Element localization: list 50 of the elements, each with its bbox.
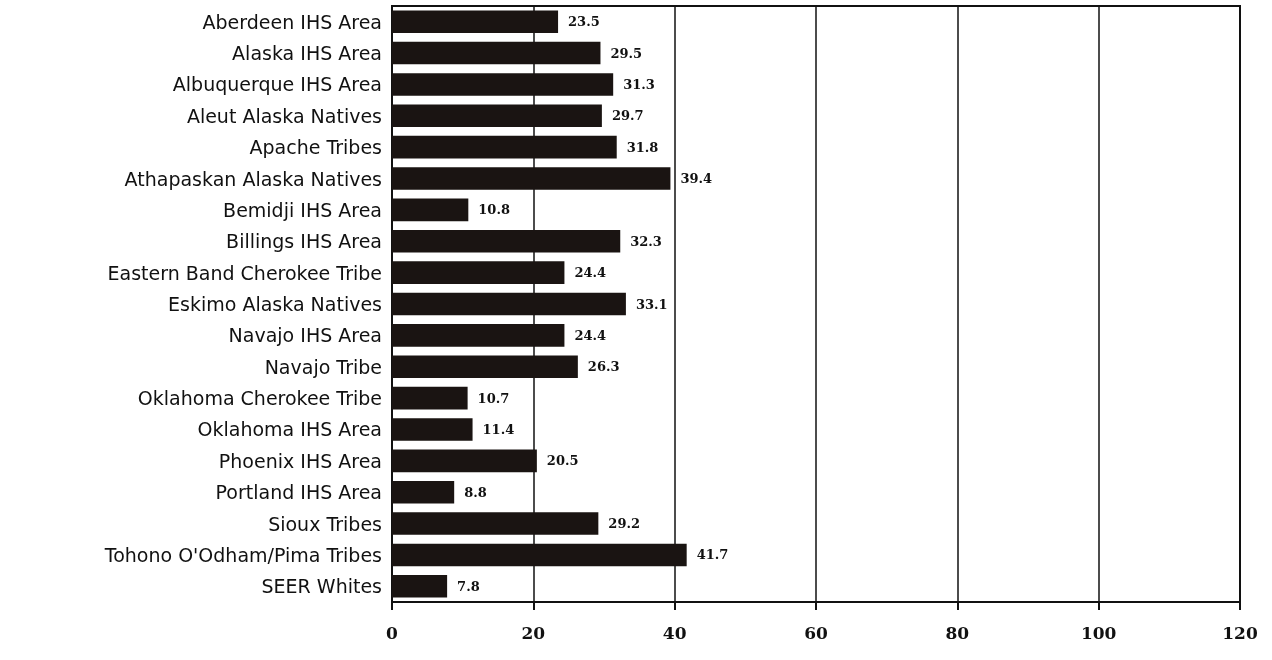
x-tick-label: 80 <box>945 622 970 643</box>
data-label: 29.5 <box>610 45 643 61</box>
data-label: 32.3 <box>630 233 662 249</box>
y-tick-label: Albuquerque IHS Area <box>172 73 382 96</box>
y-tick-label: Bemidji IHS Area <box>223 198 382 221</box>
y-tick-label: Tohono O'Odham/Pima Tribes <box>103 543 382 566</box>
data-label: 33.1 <box>635 296 668 312</box>
bar <box>392 386 468 410</box>
y-tick-label: Apache Tribes <box>249 136 382 159</box>
bar <box>392 575 448 598</box>
bar <box>392 480 455 504</box>
data-label: 41.7 <box>696 547 729 563</box>
data-label: 31.8 <box>626 139 659 155</box>
y-tick-label: Aleut Alaska Natives <box>186 104 382 127</box>
x-tick-label: 120 <box>1222 622 1258 643</box>
data-label: 23.5 <box>568 14 600 30</box>
x-tick-label: 20 <box>521 622 546 643</box>
y-tick-label: Navajo Tribe <box>264 355 382 378</box>
y-tick-label: SEER Whites <box>261 575 382 598</box>
x-tick-label: 0 <box>386 622 399 643</box>
data-label: 20.5 <box>546 453 579 469</box>
y-tick-label: Oklahoma Cherokee Tribe <box>137 387 382 410</box>
data-label: 31.3 <box>623 76 655 92</box>
data-label: 26.3 <box>587 359 620 375</box>
y-tick-label: Aberdeen IHS Area <box>202 10 382 33</box>
y-tick-label: Phoenix IHS Area <box>218 449 382 472</box>
x-tick-label: 60 <box>804 622 828 643</box>
data-label: 10.7 <box>477 390 510 406</box>
data-label: 11.4 <box>482 421 515 437</box>
y-tick-label: Portland IHS Area <box>215 481 382 504</box>
y-tick-label: Billings IHS Area <box>226 230 382 253</box>
data-label: 29.2 <box>608 516 641 532</box>
data-label: 24.4 <box>574 265 607 281</box>
y-tick-label: Eskimo Alaska Natives <box>168 293 382 315</box>
bar <box>392 198 469 222</box>
bar <box>392 418 473 441</box>
y-tick-label: Sioux Tribes <box>268 512 382 535</box>
y-tick-label: Alaska IHS Area <box>232 42 382 65</box>
y-tick-label: Navajo IHS Area <box>228 324 382 347</box>
y-tick-label: Oklahoma IHS Area <box>197 418 382 441</box>
data-label: 10.8 <box>478 202 510 218</box>
data-label: 29.7 <box>611 108 644 124</box>
y-tick-label: Eastern Band Cherokee Tribe <box>107 261 382 284</box>
y-tick-label: Athapaskan Alaska Natives <box>124 167 382 190</box>
x-tick-label: 100 <box>1080 622 1117 643</box>
data-label: 39.4 <box>680 171 713 187</box>
data-label: 8.8 <box>464 484 487 500</box>
data-label: 24.4 <box>574 327 607 343</box>
x-tick-label: 40 <box>662 622 687 643</box>
data-label: 7.8 <box>457 578 480 594</box>
